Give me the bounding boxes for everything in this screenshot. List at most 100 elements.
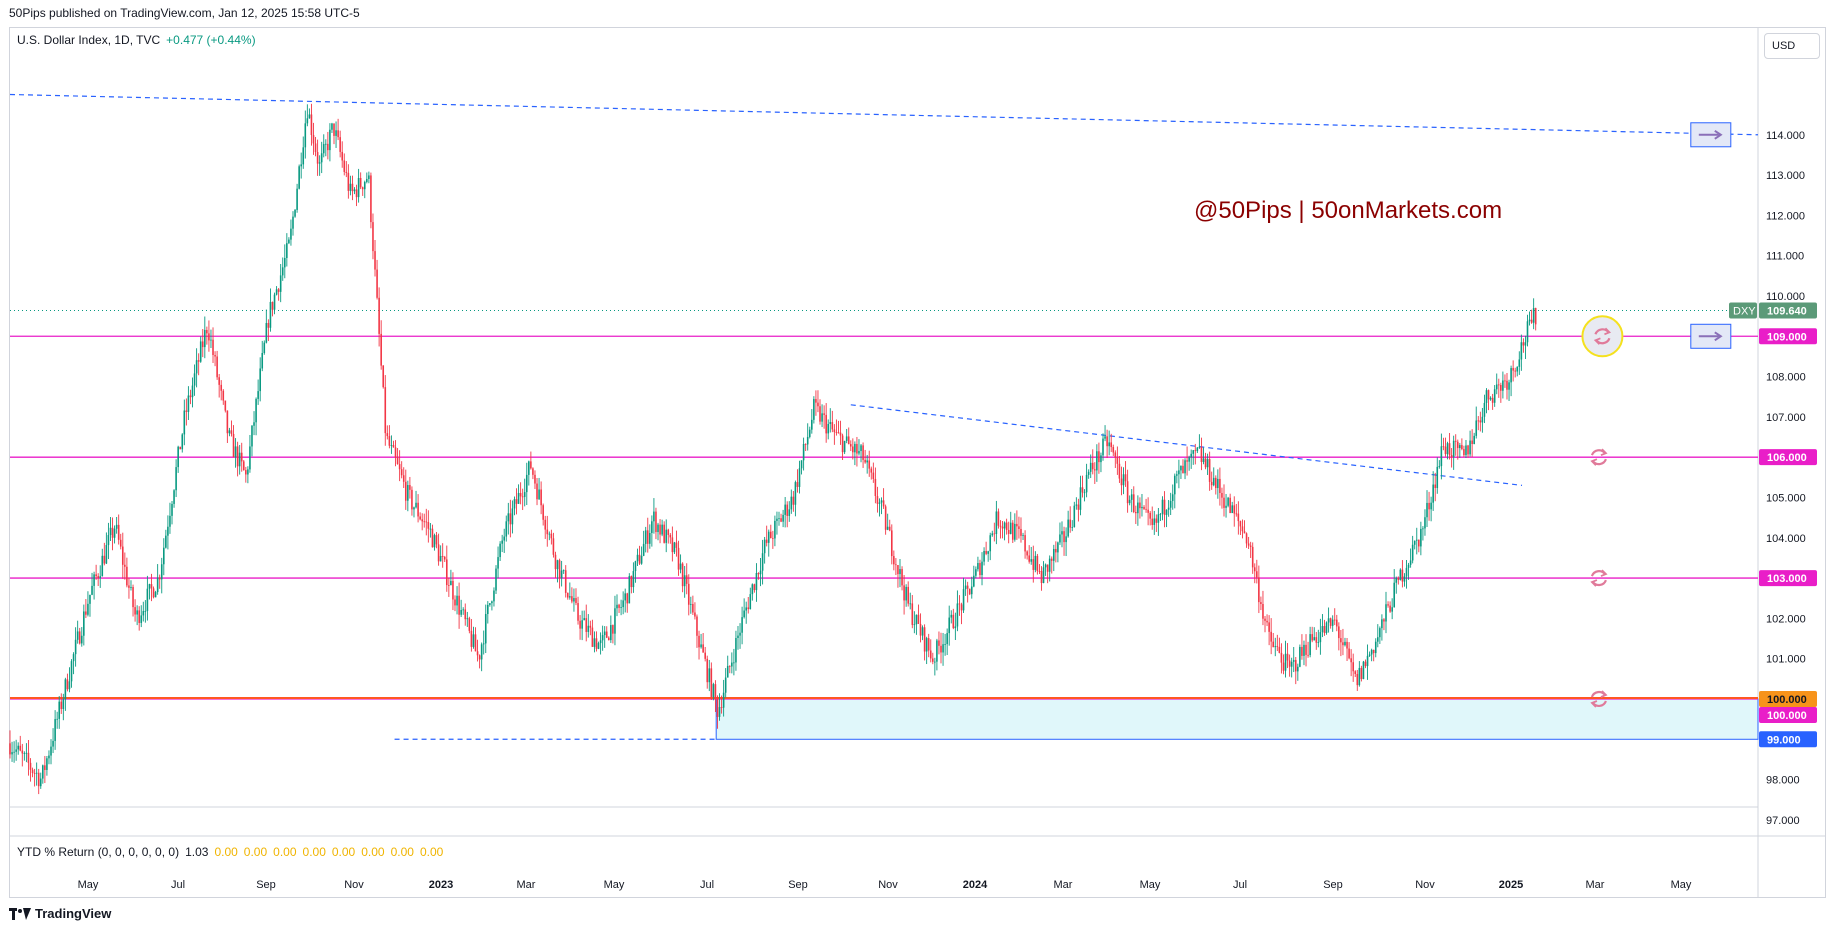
arrow-marker-box[interactable] (1690, 122, 1732, 148)
candle-body (1182, 465, 1184, 474)
candle-body (1471, 440, 1473, 444)
candle-body (353, 189, 356, 192)
candle-body (642, 543, 645, 556)
candle-body (1198, 446, 1201, 448)
candle-body (866, 460, 868, 463)
candle-body (985, 550, 987, 554)
candle-body (644, 530, 647, 544)
candle-body (503, 536, 506, 541)
last-price-label-bg (1759, 302, 1817, 319)
candle-body (897, 565, 899, 575)
candle-body (388, 436, 391, 446)
candle-body (1149, 512, 1151, 519)
candle-body (845, 436, 848, 441)
candle-body (60, 701, 63, 710)
candle-body (454, 599, 456, 606)
candle-body (1161, 499, 1164, 514)
time-tick-label: Jul (700, 879, 714, 891)
candle-body (1452, 440, 1455, 458)
candle-body (1135, 512, 1137, 514)
candle-body (48, 755, 50, 759)
candle-body (1118, 463, 1121, 479)
candle-body (1169, 500, 1172, 508)
candle-body (741, 617, 743, 633)
candle-body (1508, 382, 1510, 390)
candle-body (263, 342, 266, 353)
candle-body (782, 514, 784, 522)
candle-body (1520, 342, 1523, 360)
candle-body (1018, 526, 1020, 529)
candle-body (1424, 517, 1426, 529)
candle-body (480, 644, 483, 660)
candle-body (716, 698, 719, 717)
candle-body (132, 586, 134, 608)
indicator-legend: YTD % Return (0, 0, 0, 0, 0, 0) 1.03 0.00 0… (17, 845, 443, 859)
candle-body (1512, 368, 1514, 371)
candle-body (390, 445, 393, 446)
refresh-icon-head (1600, 569, 1608, 577)
candle-body (1399, 569, 1402, 581)
candle-body (1048, 558, 1051, 572)
candle-body (56, 718, 58, 720)
candle-body (445, 559, 448, 586)
candle-body (431, 528, 434, 548)
candle-body (1360, 667, 1363, 680)
candle-body (860, 445, 862, 452)
candle-body (21, 750, 24, 754)
candle-body (1249, 545, 1252, 547)
candle-body (942, 644, 944, 653)
candle-body (242, 461, 245, 471)
candle-body (327, 143, 329, 151)
currency-button[interactable]: USD (1764, 33, 1820, 59)
candle-body (259, 368, 261, 392)
candle-body (538, 489, 540, 500)
alert-highlight[interactable] (1581, 315, 1624, 358)
candle-body (392, 445, 395, 448)
trendline[interactable] (850, 404, 1523, 486)
candle-body (1430, 502, 1432, 510)
candle-body (136, 610, 138, 615)
candle-body (667, 529, 670, 535)
candle-body (796, 482, 799, 487)
candle-body (534, 474, 536, 484)
candle-body (1268, 622, 1270, 632)
candle-body (1155, 518, 1158, 523)
candle-body (1379, 628, 1381, 638)
candle-body (126, 566, 128, 586)
candle-body (780, 518, 782, 522)
candle-body (269, 301, 272, 328)
candle-body (288, 239, 290, 244)
candle-body (140, 615, 143, 623)
candle-body (103, 555, 106, 564)
time-tick-label: May (1671, 879, 1692, 891)
candle-body (839, 432, 842, 436)
candle-body (197, 360, 200, 362)
candle-body (950, 614, 953, 618)
candle-body (1372, 649, 1375, 654)
candle-body (653, 511, 655, 522)
candle-body (226, 410, 229, 434)
trendline[interactable] (9, 93, 1759, 136)
candle-body (794, 482, 797, 505)
candle-body (304, 123, 307, 148)
candle-body (513, 499, 516, 509)
candle-body (722, 692, 725, 708)
candle-body (1428, 502, 1430, 510)
candle-body (798, 468, 801, 487)
candle-body (158, 577, 161, 580)
footer-brand[interactable]: TradingView (9, 906, 111, 921)
candle-body (189, 395, 192, 398)
candle-body (1532, 308, 1535, 323)
support-zone[interactable] (715, 698, 1759, 740)
candle-body (1122, 474, 1125, 486)
candle-body (1038, 570, 1041, 572)
candle-body (13, 751, 15, 753)
candle-body (456, 595, 458, 606)
candle-body (1446, 443, 1449, 455)
candle-body (1352, 662, 1354, 672)
candle-body (731, 662, 733, 667)
candle-body (335, 130, 337, 136)
candle-body (1089, 462, 1092, 472)
candle-body (1192, 450, 1195, 454)
